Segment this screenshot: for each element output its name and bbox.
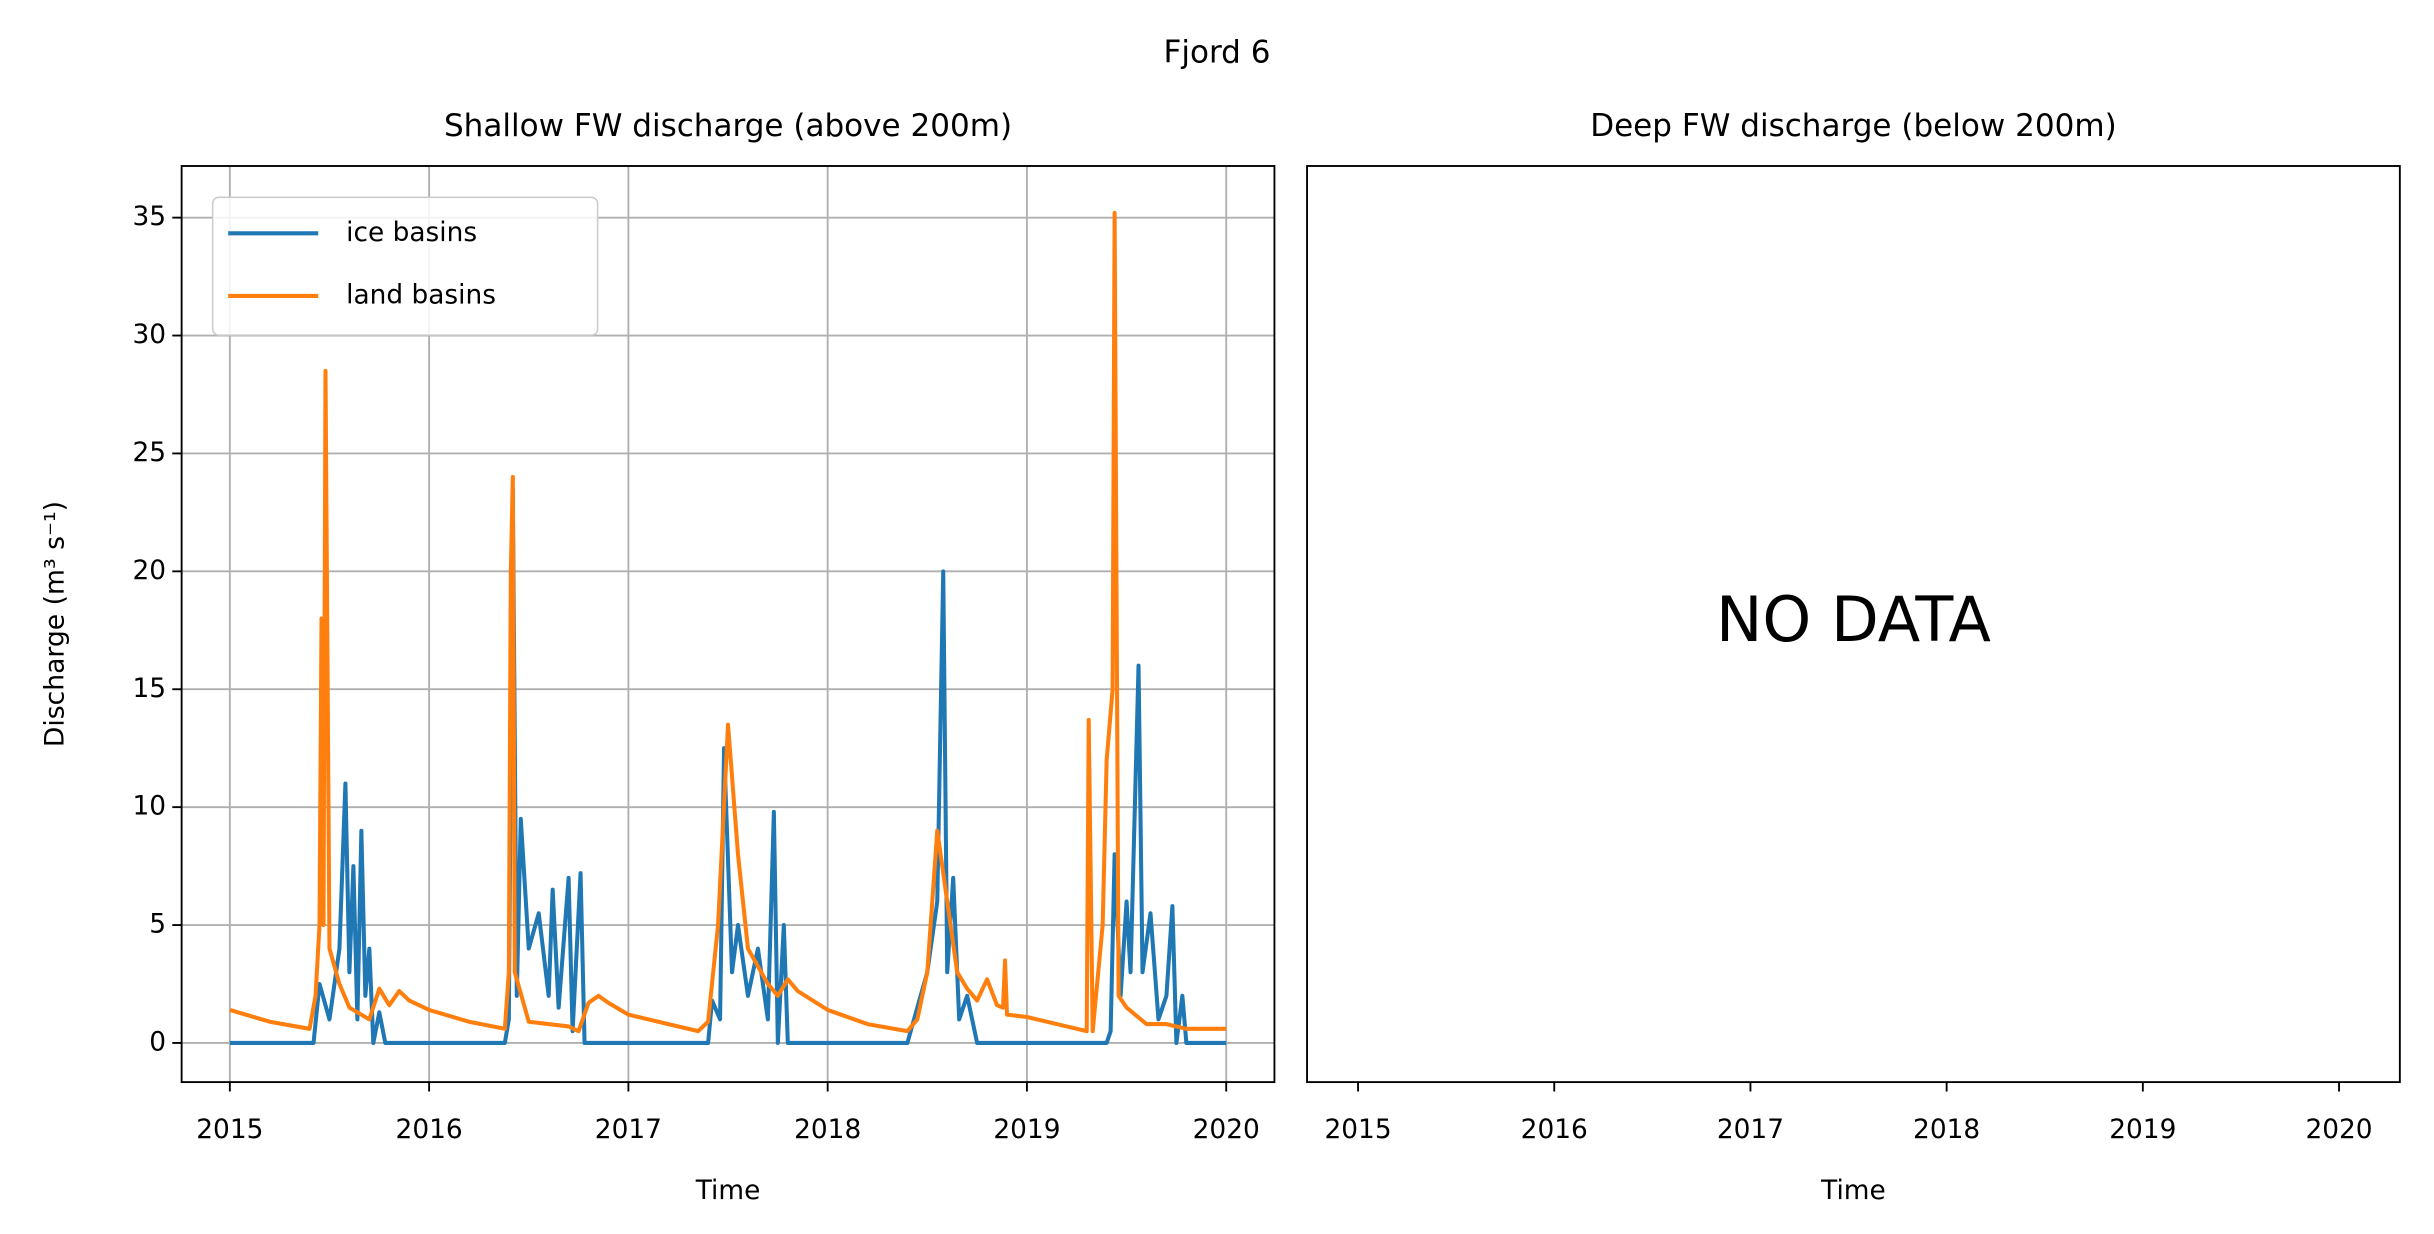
y-tick-label: 10: [133, 791, 167, 822]
x-tick-label: 2018: [794, 1114, 861, 1145]
axes-title: Deep FW discharge (below 200m): [1590, 108, 2117, 144]
x-axis-label: Time: [695, 1175, 761, 1206]
x-tick-label: 2020: [1193, 1114, 1260, 1145]
y-tick-label: 30: [133, 319, 167, 350]
figure-title: Fjord 6: [1164, 34, 1271, 70]
x-tick-label: 2017: [595, 1114, 662, 1145]
y-tick-label: 25: [133, 437, 167, 468]
y-tick-label: 5: [149, 908, 166, 939]
x-tick-label: 2019: [993, 1114, 1060, 1145]
x-tick-label: 2016: [396, 1114, 463, 1145]
legend-label: ice basins: [346, 217, 477, 248]
annotation: NO DATA: [1716, 583, 1991, 656]
axes-frame: [180, 165, 1276, 1084]
y-tick-label: 15: [133, 673, 167, 704]
x-tick-label: 2019: [2109, 1114, 2176, 1145]
y-tick-label: 0: [149, 1026, 166, 1057]
axes-title: Shallow FW discharge (above 200m): [444, 108, 1012, 144]
x-axis-label: Time: [1820, 1175, 1886, 1206]
data-line: [229, 486, 1227, 1045]
y-tick-label: 20: [133, 555, 167, 586]
x-tick-label: 2015: [1324, 1114, 1391, 1145]
y-axis-label: Discharge (m³ s⁻¹): [39, 501, 70, 747]
y-tick-label: 35: [133, 201, 167, 232]
x-tick-label: 2016: [1521, 1114, 1588, 1145]
x-tick-label: 2018: [1913, 1114, 1980, 1145]
legend-label: land basins: [346, 279, 496, 310]
x-tick-label: 2015: [196, 1114, 263, 1145]
x-tick-label: 2020: [2305, 1114, 2372, 1145]
axes-frame: [1306, 165, 2401, 1084]
data-line: [229, 210, 1227, 1034]
x-tick-label: 2017: [1717, 1114, 1784, 1145]
